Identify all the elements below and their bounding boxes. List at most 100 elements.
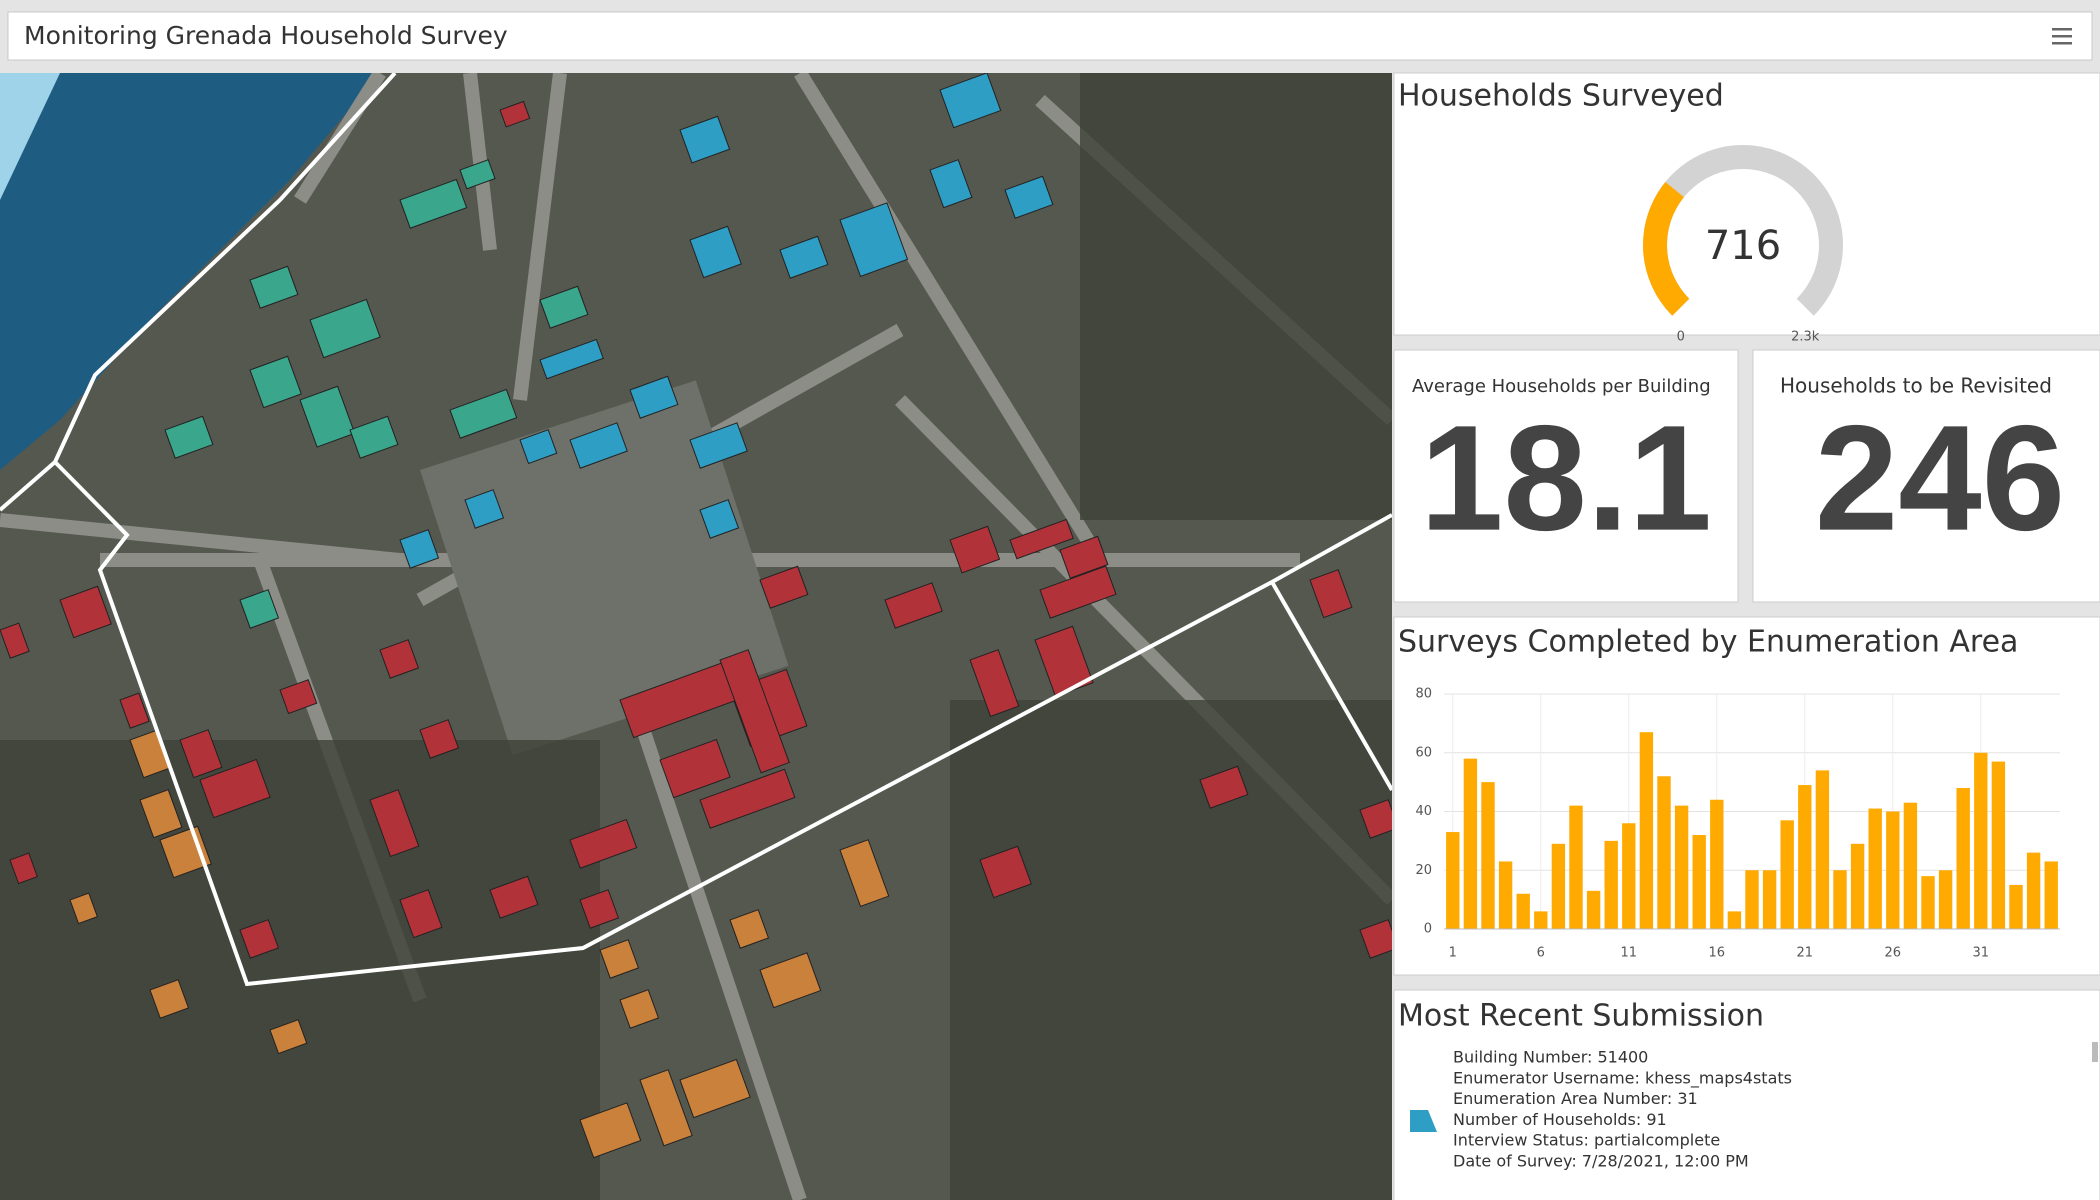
y-tick-label: 0 (1424, 922, 1432, 937)
bar (1956, 788, 1970, 929)
building (9, 852, 38, 885)
building (1004, 175, 1054, 219)
building (1359, 799, 1392, 839)
bar (1534, 911, 1548, 929)
detail-line: Building Number: 51400 (1453, 1048, 1648, 1067)
building (929, 159, 973, 209)
details-panel (1393, 989, 2100, 1200)
bar (2044, 861, 2058, 929)
building (164, 415, 214, 459)
detail-line: Number of Households: 91 (1453, 1110, 1667, 1129)
building (199, 758, 271, 819)
bar (1798, 785, 1812, 929)
x-tick-label: 11 (1621, 946, 1638, 961)
bar (1710, 799, 1724, 929)
building (699, 499, 740, 539)
building (149, 979, 190, 1019)
bar (1850, 843, 1865, 929)
bar (1903, 802, 1918, 929)
building (399, 889, 443, 939)
indicator-value: 246 (1815, 394, 2065, 562)
building (629, 375, 679, 419)
map[interactable] (0, 73, 1398, 1200)
bar (1586, 890, 1601, 929)
bar (1622, 823, 1636, 929)
building (679, 115, 731, 164)
bar (2009, 884, 2023, 929)
x-tick-label: 31 (1973, 946, 1990, 961)
building (179, 729, 223, 779)
building (59, 585, 112, 639)
bar (1780, 820, 1794, 929)
bar (1463, 758, 1478, 929)
building (1039, 565, 1117, 619)
x-tick-label: 26 (1885, 946, 1902, 961)
gauge-value-label: 716 (1705, 223, 1781, 269)
details-title: Most Recent Submission (1398, 999, 1764, 1034)
gauge-tick-label: 2.3k (1791, 330, 1820, 345)
bar (1938, 870, 1953, 929)
indicator-value: 18.1 (1420, 394, 1712, 562)
gauge-tick-label: 0 (1677, 330, 1685, 345)
building (569, 818, 638, 869)
y-tick-label: 40 (1415, 804, 1432, 819)
building (349, 415, 399, 459)
building (369, 789, 420, 858)
indicator-panel (1752, 349, 2100, 603)
chart-title: Surveys Completed by Enumeration Area (1398, 625, 2018, 660)
bar (1639, 732, 1654, 929)
detail-line: Date of Survey: 7/28/2021, 12:00 PM (1453, 1152, 1749, 1171)
building (449, 388, 518, 439)
building (539, 338, 604, 380)
building (239, 589, 280, 629)
x-tick-label: 6 (1537, 946, 1545, 961)
building (269, 1019, 308, 1055)
boundary (1270, 581, 1392, 791)
bar (1886, 811, 1900, 929)
building (579, 889, 620, 929)
building (0, 622, 30, 659)
building (839, 202, 909, 278)
building (639, 1069, 693, 1147)
building (309, 298, 381, 359)
feature-icon (1410, 1110, 1437, 1132)
y-tick-label: 80 (1415, 687, 1432, 702)
scrollbar[interactable] (2092, 1042, 2098, 1062)
bar (1481, 782, 1495, 929)
road (513, 73, 567, 401)
bar (1974, 752, 1988, 929)
building (949, 525, 1001, 574)
road (463, 73, 497, 251)
building (1059, 535, 1109, 579)
bar (1569, 805, 1583, 929)
bar (1991, 761, 2006, 929)
bar (1815, 770, 1830, 929)
x-tick-label: 21 (1797, 946, 1814, 961)
bar (1727, 911, 1742, 929)
bar (1657, 776, 1671, 929)
building (599, 939, 640, 979)
building (779, 235, 829, 279)
bar (1551, 843, 1566, 929)
building (1359, 919, 1392, 959)
building (1034, 625, 1094, 698)
bar (1921, 876, 1935, 929)
building (379, 639, 420, 679)
detail-line: Enumerator Username: khess_maps4stats (1453, 1068, 1792, 1088)
building (839, 839, 890, 908)
road (0, 513, 401, 567)
building (759, 565, 809, 609)
building (759, 952, 822, 1009)
header-title: Monitoring Grenada Household Survey (24, 21, 508, 50)
building (939, 73, 1002, 129)
bar (1745, 870, 1759, 929)
bar (1833, 870, 1847, 929)
building (119, 692, 150, 729)
building (659, 738, 731, 799)
building (419, 719, 460, 759)
building (619, 989, 660, 1029)
y-tick-label: 60 (1415, 745, 1432, 760)
panels (1393, 72, 2100, 1200)
menu-button[interactable] (2052, 28, 2072, 45)
bar (2026, 852, 2041, 929)
